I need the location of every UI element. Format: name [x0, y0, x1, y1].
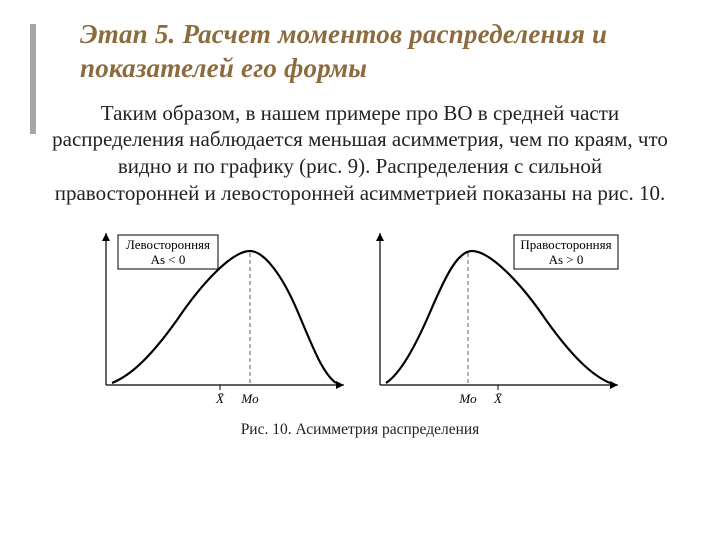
x-axis-arrow — [610, 381, 618, 389]
mode-label: Mo — [240, 391, 259, 406]
label-box-line1: Правосторонняя — [520, 237, 611, 252]
slide-title: Этап 5. Расчет моментов распределения и … — [80, 18, 690, 86]
mode-label: Mo — [458, 391, 477, 406]
left-skew-chart: Левосторонняя As < 0 X̄ Mo — [92, 225, 354, 415]
mean-label: X̄ — [215, 391, 225, 406]
distribution-curve — [386, 251, 610, 383]
label-box-line2: As < 0 — [151, 252, 186, 267]
label-box-line1: Левосторонняя — [126, 237, 210, 252]
figure-area: Левосторонняя As < 0 X̄ Mo Правостороння… — [30, 225, 690, 415]
figure-caption: Рис. 10. Асимметрия распределения — [30, 421, 690, 439]
title-accent-bar — [30, 24, 36, 134]
label-box-line2: As > 0 — [549, 252, 584, 267]
y-axis-arrow — [376, 233, 384, 241]
x-axis-arrow — [336, 381, 344, 389]
y-axis-arrow — [102, 233, 110, 241]
right-skew-chart: Правосторонняя As > 0 Mo X̄ — [366, 225, 628, 415]
slide-body-text: Таким образом, в нашем примере про ВО в … — [50, 100, 670, 208]
mean-label: X̄ — [493, 391, 503, 406]
slide: Этап 5. Расчет моментов распределения и … — [0, 0, 720, 540]
distribution-curve — [112, 251, 336, 383]
